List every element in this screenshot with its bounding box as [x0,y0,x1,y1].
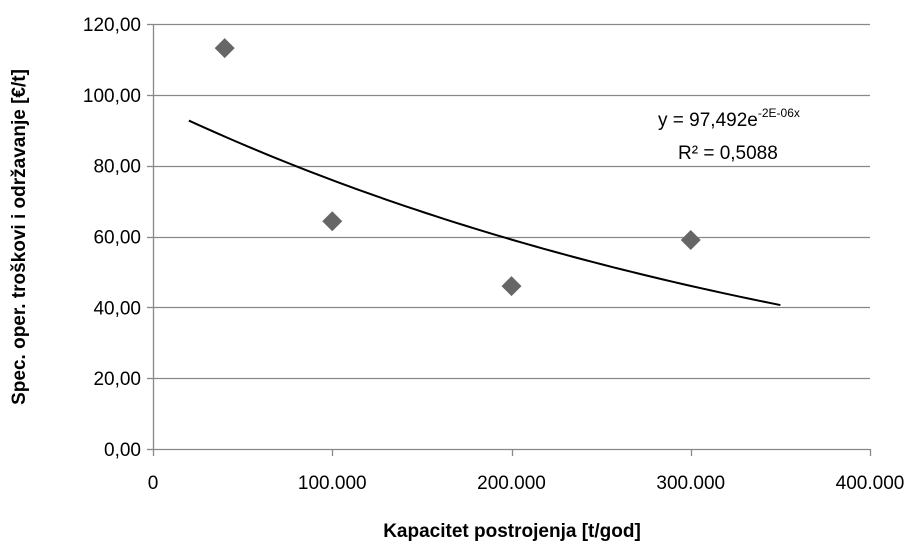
y-tick-label: 0,00 [104,440,141,461]
trendline [188,119,781,307]
y-tick-label: 120,00 [83,15,141,36]
y-tick-label: 60,00 [93,228,141,249]
x-tick-label: 200.000 [477,473,546,494]
y-tick-label: 80,00 [93,157,141,178]
x-tick-label: 300.000 [656,473,725,494]
trendline-equation: y = 97,492e-2E-06x [658,106,800,131]
y-axis-title: Spec. oper. troškovi i održavanje [€/t] [9,69,30,405]
y-tick-label: 40,00 [93,298,141,319]
data-point [214,38,235,59]
x-tick-labels: 0 100.000 200.000 300.000 400.000 [148,473,905,494]
y-tick-label: 100,00 [83,86,141,107]
r-squared-label: R² = 0,5088 [678,143,778,164]
y-tick-label: 20,00 [93,369,141,390]
data-point [501,276,522,297]
x-tick-label: 100.000 [298,473,367,494]
x-axis-title: Kapacitet postrojenja [t/god] [383,521,641,542]
data-points [214,38,701,297]
gridlines [153,23,870,380]
y-tick-labels: 0,00 20,00 40,00 60,00 80,00 100,00 120,00 [83,15,141,461]
x-tick-label: 0 [148,473,159,494]
x-tick-label: 400.000 [836,473,905,494]
data-point [322,211,343,232]
data-point [680,230,701,251]
axes [147,23,872,456]
